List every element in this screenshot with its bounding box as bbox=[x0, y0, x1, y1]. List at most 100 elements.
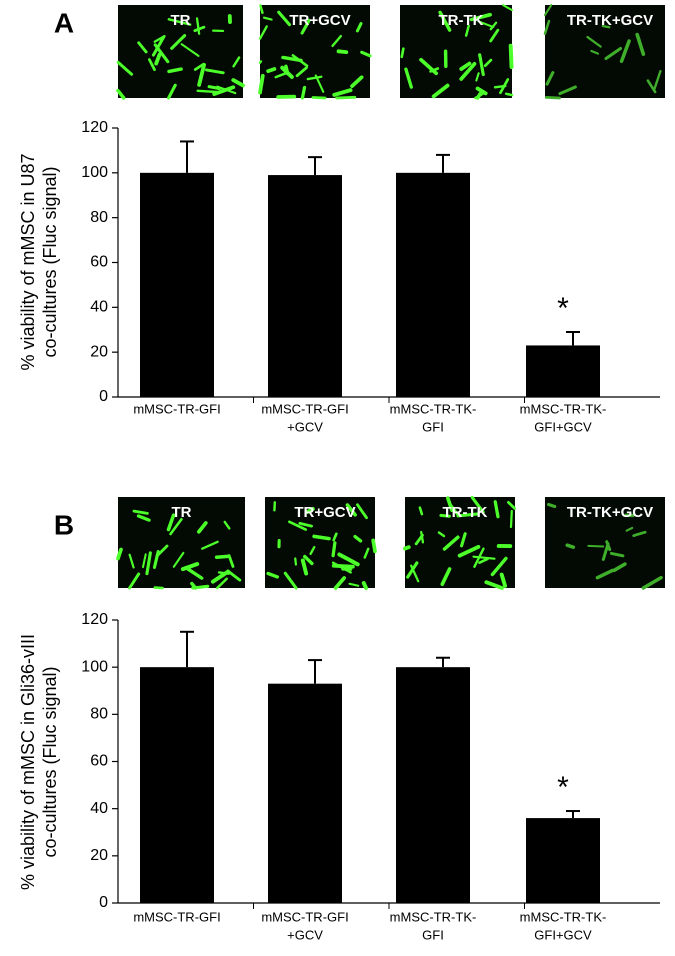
cell bbox=[484, 580, 504, 590]
x-tick-label: mMSC-TR-GFI bbox=[261, 401, 348, 416]
annotation: * bbox=[557, 292, 569, 325]
cell bbox=[493, 500, 500, 519]
micrograph bbox=[400, 5, 512, 98]
bar bbox=[140, 667, 214, 903]
cell bbox=[332, 532, 338, 542]
cell bbox=[431, 83, 450, 99]
bar bbox=[268, 175, 342, 397]
cell bbox=[470, 495, 485, 514]
cell bbox=[145, 551, 152, 576]
cell bbox=[262, 16, 273, 21]
cell bbox=[612, 562, 627, 573]
cell bbox=[489, 28, 500, 43]
cell bbox=[437, 531, 446, 538]
cell bbox=[294, 557, 298, 566]
cell bbox=[147, 58, 156, 72]
cell bbox=[184, 565, 204, 580]
cell bbox=[195, 17, 201, 35]
bar bbox=[268, 683, 342, 903]
cell bbox=[314, 74, 325, 93]
cell bbox=[137, 41, 148, 54]
cell bbox=[363, 547, 370, 559]
cell bbox=[499, 572, 508, 588]
cell bbox=[266, 67, 277, 74]
cell bbox=[116, 60, 134, 76]
cell bbox=[355, 22, 363, 33]
cell bbox=[136, 514, 151, 522]
x-tick-label: mMSC-TR-TK- bbox=[520, 401, 607, 416]
cell bbox=[223, 520, 231, 530]
cell bbox=[440, 567, 452, 587]
cell bbox=[207, 85, 221, 91]
y-axis-label-line: co-cultures (Fluc signal) bbox=[40, 166, 60, 357]
y-tick-label: 80 bbox=[90, 706, 108, 723]
cell bbox=[457, 544, 481, 558]
cell bbox=[590, 49, 600, 55]
x-tick-label: +GCV bbox=[287, 927, 323, 942]
cell bbox=[132, 509, 149, 515]
cell bbox=[197, 62, 206, 87]
cell bbox=[288, 520, 308, 531]
cell bbox=[180, 43, 200, 57]
image-label: TR-TK bbox=[443, 504, 488, 521]
cell bbox=[619, 39, 631, 63]
micrograph bbox=[260, 5, 370, 98]
cell bbox=[442, 535, 460, 551]
y-tick-label: 60 bbox=[90, 254, 108, 271]
cell bbox=[231, 78, 245, 88]
cell bbox=[300, 558, 309, 576]
image-label: TR-TK+GCV bbox=[567, 504, 653, 521]
cell bbox=[167, 18, 192, 26]
cell bbox=[460, 532, 467, 548]
cell bbox=[509, 509, 513, 529]
cell bbox=[353, 534, 363, 543]
cell bbox=[305, 506, 315, 514]
x-tick-label: mMSC-TR-GFI bbox=[133, 401, 220, 416]
cell bbox=[283, 571, 298, 590]
panel-label: A bbox=[54, 7, 74, 38]
cell bbox=[291, 54, 309, 68]
cell bbox=[404, 67, 413, 89]
cell bbox=[478, 557, 489, 564]
cell bbox=[300, 85, 307, 100]
cell bbox=[128, 553, 135, 569]
cell bbox=[280, 65, 294, 79]
cell bbox=[601, 24, 611, 29]
cell bbox=[350, 75, 364, 88]
cell bbox=[459, 61, 472, 71]
cell bbox=[490, 556, 508, 577]
cell bbox=[558, 85, 577, 96]
cell bbox=[595, 568, 615, 580]
cell bbox=[167, 83, 177, 100]
bar bbox=[526, 345, 600, 397]
image-label: TR+GCV bbox=[289, 12, 350, 29]
cell bbox=[333, 576, 347, 590]
cell bbox=[337, 552, 360, 567]
cell bbox=[306, 75, 323, 81]
cell bbox=[475, 72, 480, 82]
y-tick-label: 120 bbox=[81, 611, 108, 628]
x-tick-label: +GCV bbox=[287, 419, 323, 434]
cell bbox=[312, 534, 331, 541]
y-tick-label: 40 bbox=[90, 800, 108, 817]
cell bbox=[166, 513, 176, 532]
cell bbox=[331, 34, 343, 48]
cell bbox=[259, 4, 264, 14]
image-label: TR-TK bbox=[439, 12, 484, 29]
micrograph bbox=[545, 5, 665, 98]
cell bbox=[459, 62, 477, 81]
cell bbox=[477, 20, 495, 29]
cell bbox=[474, 12, 492, 21]
cell bbox=[456, 512, 480, 518]
panel-label: B bbox=[54, 509, 74, 540]
cell bbox=[116, 88, 126, 100]
cell bbox=[502, 4, 514, 12]
cell bbox=[298, 521, 313, 528]
cell bbox=[418, 506, 424, 516]
cell bbox=[197, 521, 208, 534]
cell bbox=[309, 546, 316, 556]
image-label: TR bbox=[172, 504, 192, 521]
y-tick-label: 100 bbox=[81, 658, 108, 675]
cell bbox=[226, 569, 242, 582]
